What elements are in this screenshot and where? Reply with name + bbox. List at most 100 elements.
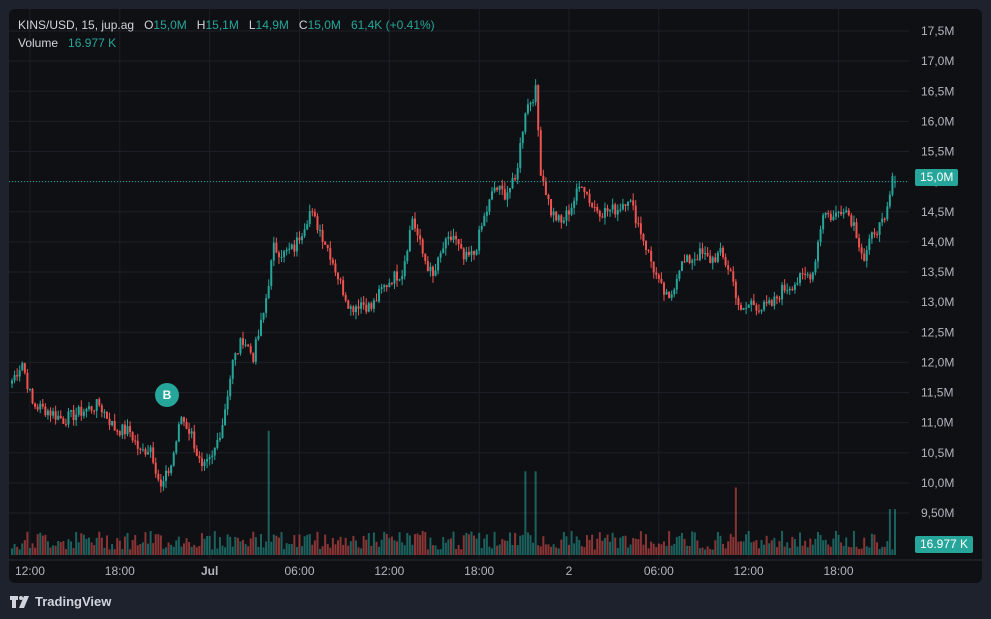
- chart-canvas[interactable]: 17,5M 17,0M 16,5M 16,0M 15,5M 15,0M 14,5M 14,0M…: [9, 9, 982, 583]
- candle-body: [290, 244, 293, 249]
- volume-bar: [36, 534, 39, 555]
- volume-bar: [568, 544, 571, 555]
- volume-bar: [44, 534, 47, 555]
- candle-body: [524, 113, 527, 132]
- volume-bar: [537, 545, 540, 555]
- volume-label[interactable]: Volume: [18, 36, 59, 50]
- volume-bar: [218, 537, 221, 555]
- candle-body: [852, 222, 855, 226]
- volume-bar: [152, 543, 155, 555]
- volume-bar: [714, 540, 717, 555]
- volume-bar: [242, 539, 245, 555]
- candle-body: [21, 363, 24, 371]
- candle-body: [54, 411, 57, 420]
- candle-body: [285, 249, 288, 252]
- tradingview-logo[interactable]: TradingView: [10, 594, 111, 609]
- candle-body: [603, 208, 606, 218]
- volume-bar: [775, 547, 778, 555]
- volume-bar: [829, 546, 832, 555]
- candle-body: [532, 102, 535, 104]
- price-axis-label: 14,5M: [921, 205, 954, 219]
- candle-body: [706, 253, 709, 256]
- candle-body: [876, 234, 879, 236]
- volume-bar: [165, 547, 168, 555]
- candle-body: [632, 200, 635, 206]
- volume-bar: [380, 539, 383, 555]
- volume-bar: [360, 548, 363, 555]
- buy-marker[interactable]: B: [155, 382, 179, 407]
- volume-bar: [105, 535, 108, 555]
- volume-bar: [301, 546, 304, 555]
- candle-body: [534, 85, 537, 103]
- volume-bar: [511, 545, 514, 555]
- volume-bar: [175, 540, 178, 555]
- chart-pane[interactable]: 17,5M 17,0M 16,5M 16,0M 15,5M 15,0M 14,5M 14,0M…: [9, 9, 982, 583]
- volume-bar: [773, 537, 776, 555]
- candle-body: [768, 300, 771, 304]
- volume-bar: [816, 531, 819, 555]
- volume-bar: [781, 530, 784, 555]
- candle-body: [126, 426, 129, 435]
- volume-bar: [21, 543, 24, 555]
- volume-bar: [319, 548, 322, 555]
- candle-body: [329, 248, 332, 260]
- volume-bar: [778, 541, 781, 555]
- volume-bar: [339, 536, 342, 555]
- volume-bar: [711, 549, 714, 555]
- candle-body: [239, 338, 242, 354]
- volume-bar: [547, 544, 550, 555]
- volume-bar: [144, 532, 147, 555]
- candle-body: [488, 199, 491, 212]
- volume-bar: [208, 535, 211, 555]
- volume-bar: [791, 536, 794, 555]
- candle-body: [596, 207, 599, 211]
- volume-bar: [650, 541, 653, 555]
- candle-body: [506, 192, 509, 200]
- candle-body: [234, 353, 237, 360]
- volume-bar: [455, 549, 458, 555]
- volume-bar: [737, 541, 740, 555]
- volume-bar: [539, 546, 542, 555]
- volume-bar: [639, 531, 642, 555]
- candle-body: [555, 211, 558, 221]
- candle-body: [673, 289, 676, 295]
- symbol-label[interactable]: KINS/USD, 15, jup.ag: [18, 18, 135, 32]
- volume-bar: [657, 543, 660, 555]
- candle-body: [675, 278, 678, 290]
- candle-body: [267, 286, 270, 299]
- volume-bar: [419, 535, 422, 555]
- volume-bar: [421, 530, 424, 555]
- candle-body: [108, 418, 111, 426]
- volume-tag: 16.977 K: [915, 536, 974, 553]
- candle-body: [747, 304, 750, 308]
- volume-bar: [162, 548, 165, 555]
- candle-body: [129, 426, 132, 433]
- candle-body: [580, 186, 583, 188]
- volume-bar: [722, 543, 725, 555]
- candle-body: [547, 194, 550, 200]
- candle-body: [562, 220, 565, 223]
- candle-body: [447, 236, 450, 239]
- volume-bar: [77, 542, 80, 555]
- volume-bar: [465, 532, 468, 555]
- candle-body: [344, 294, 347, 301]
- candle-body: [865, 250, 868, 261]
- volume-bar: [886, 541, 889, 555]
- volume-bar: [95, 537, 98, 555]
- candle-body: [583, 187, 586, 193]
- candle-body: [236, 353, 239, 355]
- candle-body: [734, 281, 737, 299]
- candle-body: [791, 288, 794, 291]
- volume-bar: [888, 509, 891, 555]
- volume-bar: [16, 546, 19, 555]
- candle-body: [542, 175, 545, 182]
- volume-bar: [793, 539, 796, 555]
- volume-bar: [475, 538, 478, 555]
- candle-body: [388, 282, 391, 288]
- candle-body: [591, 203, 594, 208]
- candle-body: [311, 211, 314, 213]
- candle-body: [614, 204, 617, 215]
- time-axis-label: 2: [566, 564, 573, 578]
- volume-bar: [229, 536, 232, 555]
- candle-body: [280, 256, 283, 258]
